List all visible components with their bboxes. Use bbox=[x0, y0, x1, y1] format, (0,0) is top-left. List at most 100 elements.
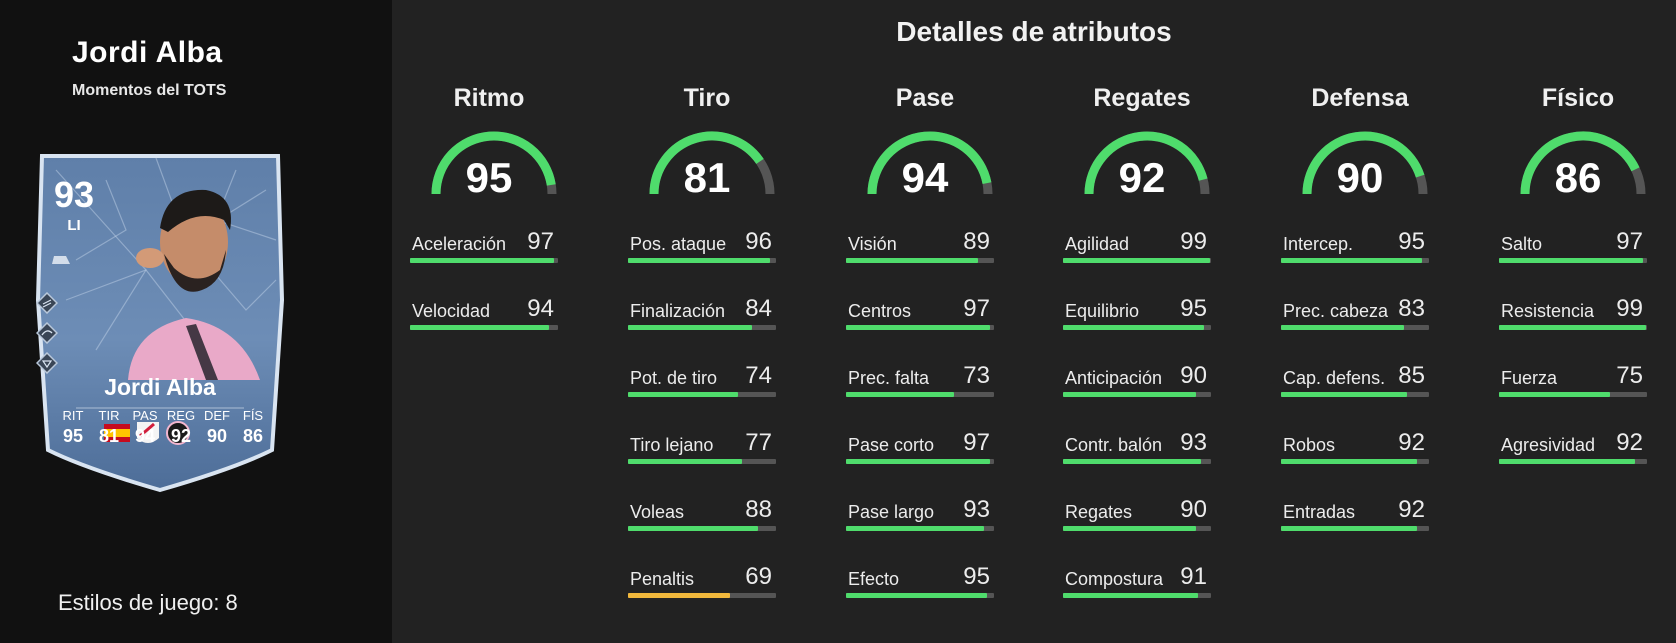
attribute-bar-fill bbox=[1499, 325, 1646, 330]
attribute-bar-track bbox=[628, 258, 776, 263]
attribute-name: Entradas bbox=[1283, 502, 1356, 522]
gauge-fill bbox=[867, 131, 992, 195]
attribute-name: Regates bbox=[1065, 502, 1133, 522]
attribute-bar-fill bbox=[628, 258, 771, 263]
attribute-row: Velocidad 94 bbox=[410, 295, 568, 339]
attribute-row: Robos 92 bbox=[1281, 429, 1439, 473]
attribute-row: Efecto 95 bbox=[846, 563, 1004, 607]
attribute-bar-track bbox=[1281, 392, 1429, 397]
attribute-bar-fill bbox=[1063, 526, 1197, 531]
gauge-fill bbox=[431, 131, 556, 195]
attribute-row: Pos. ataque 96 bbox=[628, 228, 786, 272]
attribute-row: Entradas 92 bbox=[1281, 496, 1439, 540]
category-gauge bbox=[1302, 131, 1428, 195]
attribute-name: Pase largo bbox=[848, 502, 935, 522]
attribute-bar-track bbox=[1063, 526, 1211, 531]
attribute-row: Intercep. 95 bbox=[1281, 228, 1439, 272]
category-gauge bbox=[431, 131, 557, 195]
attribute-bar-track bbox=[1063, 325, 1211, 330]
attribute-bar-fill bbox=[846, 459, 990, 464]
attribute-value: 75 bbox=[1616, 362, 1643, 389]
mls-logo-icon bbox=[137, 422, 159, 443]
attribute-value: 74 bbox=[745, 362, 772, 389]
attribute-bar-fill bbox=[1063, 258, 1210, 263]
attribute-bar-track bbox=[1281, 459, 1429, 464]
attribute-value: 92 bbox=[1398, 429, 1425, 456]
attribute-value: 97 bbox=[963, 295, 990, 322]
category-name: Físico bbox=[1541, 84, 1615, 112]
attribute-value: 99 bbox=[1616, 295, 1643, 322]
attribute-row: Fuerza 75 bbox=[1499, 362, 1657, 406]
gauge-fill bbox=[1520, 131, 1640, 195]
attribute-bar-fill bbox=[410, 258, 554, 263]
attribute-name: Centros bbox=[848, 301, 912, 321]
category-name: Defensa bbox=[1311, 84, 1409, 112]
attribute-row: Pase largo 93 bbox=[846, 496, 1004, 540]
category-name: Regates bbox=[1093, 84, 1191, 112]
card-stat-value: 94 bbox=[134, 426, 156, 446]
attribute-row: Agilidad 99 bbox=[1063, 228, 1221, 272]
attribute-bar-track bbox=[1281, 526, 1429, 531]
attribute-value: 95 bbox=[1180, 295, 1207, 322]
attribute-bar-track bbox=[846, 258, 994, 263]
attribute-bar-track bbox=[846, 392, 994, 397]
attribute-row: Voleas 88 bbox=[628, 496, 786, 540]
attribute-value: 91 bbox=[1180, 563, 1207, 590]
attribute-bar-track bbox=[628, 392, 776, 397]
attribute-bar-track bbox=[1063, 392, 1211, 397]
attribute-bar-track bbox=[846, 526, 994, 531]
playstyle-diamond-icon bbox=[36, 292, 58, 314]
attribute-bar-track bbox=[1281, 325, 1429, 330]
attribute-name: Prec. cabeza bbox=[1283, 301, 1389, 321]
attribute-name: Pos. ataque bbox=[630, 234, 727, 254]
attribute-value: 69 bbox=[745, 563, 772, 590]
attribute-row: Finalización 84 bbox=[628, 295, 786, 339]
playstyles-count: Estilos de juego: 8 bbox=[58, 590, 238, 615]
attribute-value: 89 bbox=[963, 228, 990, 255]
attribute-bar-track bbox=[628, 526, 776, 531]
category-name: Tiro bbox=[683, 84, 731, 112]
attribute-value: 85 bbox=[1398, 362, 1425, 389]
category-gauge bbox=[649, 131, 775, 195]
attribute-column-defensa: Defensa 90 Intercep. 95 Prec. cabeza 83 Cap. d… bbox=[1281, 84, 1439, 624]
card-stat-value: 92 bbox=[170, 426, 192, 446]
attribute-value: 92 bbox=[1398, 496, 1425, 523]
attribute-name: Penaltis bbox=[630, 569, 695, 589]
category-rating: 90 bbox=[1336, 154, 1384, 201]
attribute-bar-track bbox=[1499, 459, 1647, 464]
attribute-bar-track bbox=[410, 325, 558, 330]
card-background bbox=[36, 154, 284, 493]
gauge-fill bbox=[1084, 131, 1208, 195]
attribute-value: 83 bbox=[1398, 295, 1425, 322]
attribute-row: Penaltis 69 bbox=[628, 563, 786, 607]
card-stat-value: 95 bbox=[62, 426, 84, 446]
category-rating: 92 bbox=[1118, 154, 1166, 201]
player-portrait bbox=[128, 189, 260, 380]
category-gauge bbox=[1084, 131, 1210, 195]
boot-icon bbox=[52, 256, 70, 264]
attribute-bar-track bbox=[846, 593, 994, 598]
attribute-name: Pot. de tiro bbox=[630, 368, 718, 388]
attribute-name: Cap. defens. bbox=[1283, 368, 1386, 388]
attribute-bar-fill bbox=[410, 325, 550, 330]
attribute-bar-fill bbox=[846, 526, 984, 531]
attribute-row: Pase corto 97 bbox=[846, 429, 1004, 473]
player-name: Jordi Alba bbox=[72, 36, 223, 69]
attribute-name: Contr. balón bbox=[1065, 435, 1163, 455]
attribute-bar-fill bbox=[1281, 392, 1407, 397]
attribute-value: 84 bbox=[745, 295, 772, 322]
attribute-bar-fill bbox=[1063, 593, 1198, 598]
attribute-row: Agresividad 92 bbox=[1499, 429, 1657, 473]
attribute-value: 94 bbox=[527, 295, 554, 322]
attribute-bar-track bbox=[628, 325, 776, 330]
attribute-bar-track bbox=[846, 459, 994, 464]
attribute-row: Pot. de tiro 74 bbox=[628, 362, 786, 406]
card-stat-label: RIT bbox=[62, 408, 84, 423]
attribute-bar-fill bbox=[628, 325, 753, 330]
category-rating: 86 bbox=[1554, 154, 1602, 201]
attribute-bar-fill bbox=[628, 459, 742, 464]
attribute-name: Equilibrio bbox=[1065, 301, 1140, 321]
attribute-name: Fuerza bbox=[1501, 368, 1558, 388]
player-card-version: Momentos del TOTS bbox=[72, 82, 227, 99]
player-card: 93 LI Jordi Alba RIT 95 TIR 81 PAS 94 REG 92 DEF… bbox=[36, 150, 284, 495]
